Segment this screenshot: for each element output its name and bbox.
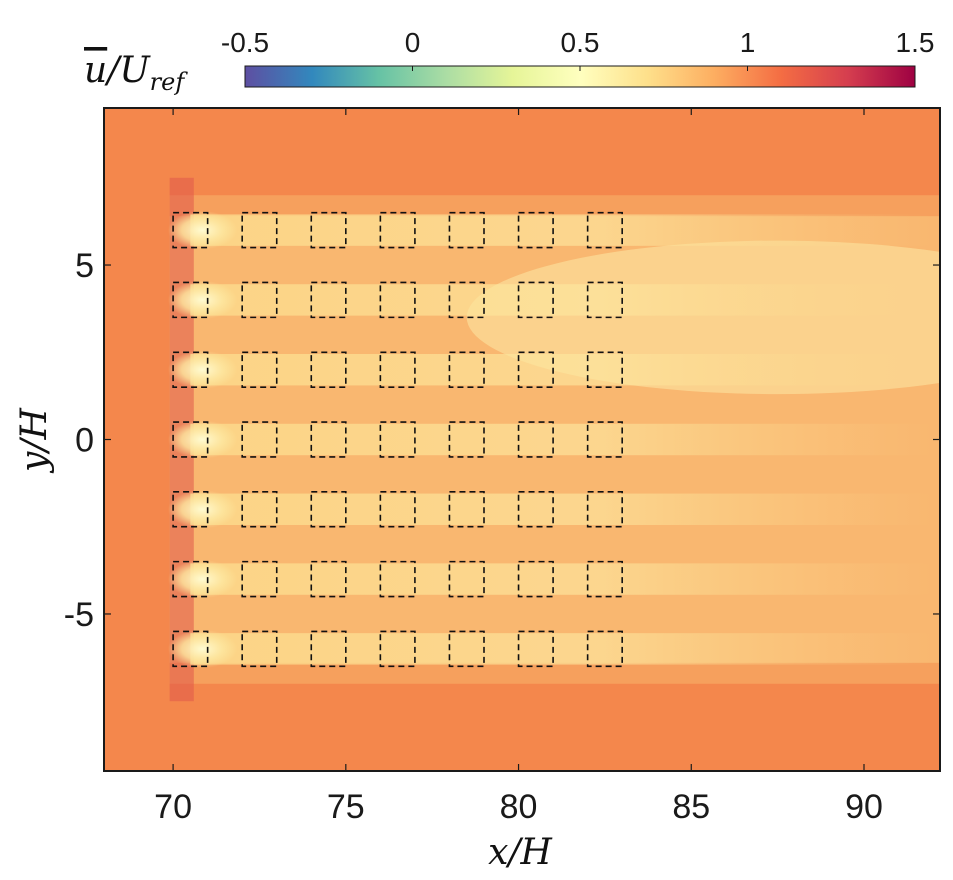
obstacle-square — [586, 421, 623, 458]
obstacle-square — [379, 560, 416, 598]
y-axis-title: y/H — [14, 407, 55, 473]
y-tick-label: 0 — [75, 422, 94, 460]
obstacle-square — [172, 211, 209, 249]
colorbar-ticks: -0.5 0 0.5 1 1.5 — [221, 27, 935, 71]
obstacle-square — [241, 211, 278, 249]
obstacle-square — [517, 630, 554, 668]
obstacle-square — [448, 421, 485, 458]
obstacle-square — [586, 351, 623, 388]
obstacle-square — [448, 351, 485, 388]
first-row-wake-spot — [167, 210, 237, 250]
obstacle-square — [310, 211, 347, 249]
colorbar-tick-label: -0.5 — [221, 27, 269, 58]
first-row-wake-spot — [167, 559, 237, 599]
obstacle-square — [379, 630, 416, 668]
obstacle-square — [310, 281, 347, 319]
colorbar-tick-label: 1 — [740, 27, 756, 58]
obstacle-square — [448, 281, 485, 319]
obstacle-square — [172, 351, 209, 388]
obstacle-square — [379, 421, 416, 458]
plot-area — [104, 108, 940, 771]
obstacle-square — [586, 630, 623, 668]
velocity-field — [167, 177, 940, 702]
obstacle-square — [172, 491, 209, 528]
obstacle-square — [241, 281, 278, 319]
row-wake-streak — [190, 354, 934, 386]
row-wake-streak — [190, 423, 934, 456]
obstacle-square — [448, 211, 485, 249]
y-axis-ticks: 5 0 -5 — [64, 247, 940, 634]
obstacle-square — [241, 560, 278, 598]
obstacle-square — [172, 421, 209, 458]
first-row-wake-spot — [167, 490, 237, 529]
obstacle-square — [241, 630, 278, 668]
x-tick-label: 85 — [672, 788, 710, 826]
obstacle-square — [517, 491, 554, 528]
obstacle-square — [517, 211, 554, 249]
row-wake-streak — [190, 563, 934, 595]
obstacle-square — [448, 630, 485, 668]
first-row-wake-spot — [167, 280, 237, 320]
obstacle-square — [172, 560, 209, 598]
obstacle-square — [586, 560, 623, 598]
x-tick-label: 80 — [500, 788, 538, 826]
colorbar-tick-label: 1.5 — [896, 27, 935, 58]
obstacle-square — [379, 281, 416, 319]
x-tick-label: 75 — [327, 788, 365, 826]
y-tick-label: -5 — [64, 596, 94, 634]
x-tick-label: 90 — [845, 788, 883, 826]
obstacle-square — [379, 211, 416, 249]
x-axis-ticks: 70 75 80 85 90 — [154, 108, 883, 826]
obstacle-square — [517, 351, 554, 388]
obstacle-square — [379, 351, 416, 388]
first-row-wake-spot — [167, 420, 237, 459]
row-wake-streak — [190, 633, 934, 665]
obstacle-square — [448, 491, 485, 528]
x-axis-title: x/H — [488, 832, 552, 873]
first-row-wake-spot — [167, 350, 237, 389]
x-tick-label: 70 — [154, 788, 192, 826]
colorbar-label: u/Uref — [84, 50, 188, 96]
obstacle-square — [310, 491, 347, 528]
obstacle-array — [172, 211, 623, 668]
obstacle-square — [310, 421, 347, 458]
obstacle-square — [586, 281, 623, 319]
obstacle-square — [172, 281, 209, 319]
colorbar-tick-label: 0.5 — [561, 27, 600, 58]
first-row-wake-spot — [167, 629, 237, 669]
obstacle-square — [172, 630, 209, 668]
obstacle-square — [586, 491, 623, 528]
obstacle-square — [310, 630, 347, 668]
colorbar-tick-label: 0 — [405, 27, 421, 58]
row-wake-streak — [190, 284, 934, 316]
colorbar: -0.5 0 0.5 1 1.5 u/Uref — [84, 27, 934, 96]
obstacle-square — [586, 211, 623, 249]
obstacle-square — [241, 421, 278, 458]
obstacle-square — [241, 351, 278, 388]
obstacle-square — [517, 281, 554, 319]
obstacle-square — [517, 560, 554, 598]
obstacle-square — [517, 421, 554, 458]
y-tick-label: 5 — [75, 247, 94, 285]
row-wake-streak — [190, 493, 934, 525]
row-wake-streak — [190, 214, 934, 246]
obstacle-square — [448, 560, 485, 598]
obstacle-square — [379, 491, 416, 528]
obstacle-square — [241, 491, 278, 528]
obstacle-square — [310, 351, 347, 388]
obstacle-square — [310, 560, 347, 598]
